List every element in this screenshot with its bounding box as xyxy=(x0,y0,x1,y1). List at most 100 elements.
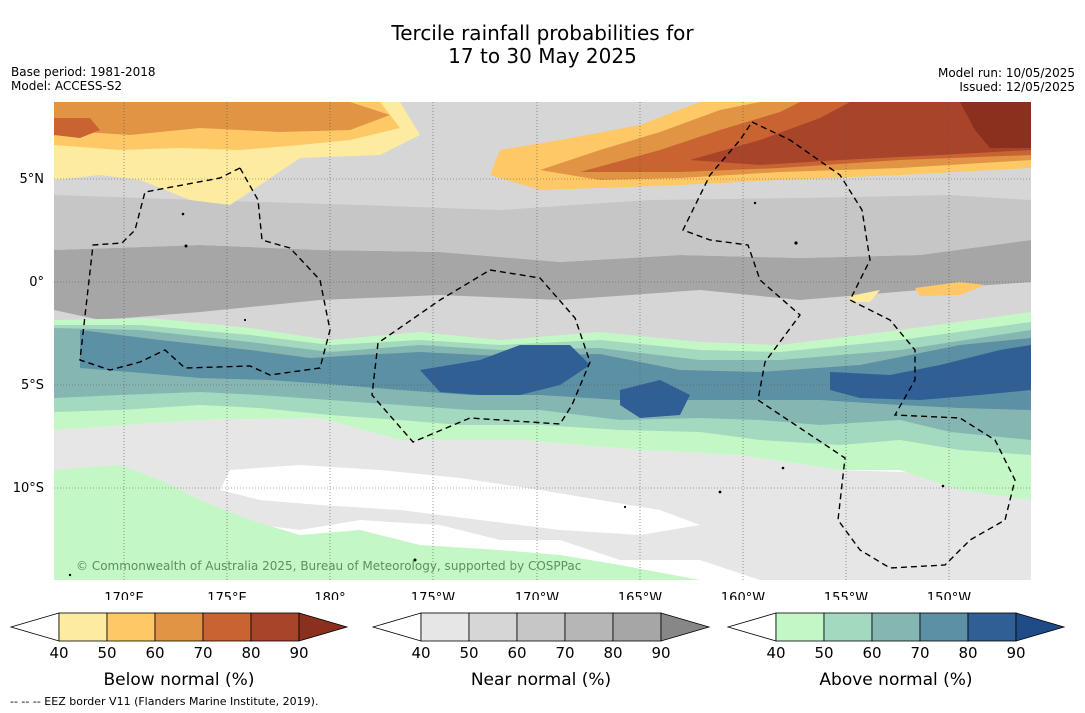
colorbar-extension-high xyxy=(298,612,349,642)
colorbar-tick-label: 80 xyxy=(603,644,622,662)
colorbar-segment xyxy=(468,612,518,642)
colorbar-segment xyxy=(250,612,300,642)
near-normal-region xyxy=(220,465,700,535)
colorbar-segment xyxy=(919,612,969,642)
colorbar-tick-label: 50 xyxy=(459,644,478,662)
colorbar-tick-label: 90 xyxy=(289,644,308,662)
map-layers: © Commonwealth of Australia 2025, Bureau… xyxy=(54,102,1031,580)
longitude-label: 155°W xyxy=(824,591,868,600)
below-normal-region xyxy=(690,102,1031,165)
colorbar-segment xyxy=(967,612,1017,642)
colorbar-tick-label: 60 xyxy=(145,644,164,662)
map-title: Tercile rainfall probabilities for 17 to… xyxy=(0,22,1085,68)
colorbar-tick-label: 70 xyxy=(910,644,929,662)
title-line-1: Tercile rainfall probabilities for xyxy=(391,21,694,45)
below-normal-region xyxy=(915,282,985,296)
colorbar-segment xyxy=(823,612,873,642)
eez-footnote: -- -- -- EEZ border V11 (Flanders Marine… xyxy=(10,695,319,708)
colorbar-tick-label: 50 xyxy=(814,644,833,662)
colorbar-title: Below normal (%) xyxy=(104,670,255,690)
longitude-label: 150°W xyxy=(927,591,971,600)
island-marker xyxy=(941,484,945,488)
longitude-label: 165°W xyxy=(618,591,662,600)
above-normal-region xyxy=(54,465,700,580)
model-label: Model: ACCESS-S2 xyxy=(11,79,123,93)
colorbar-tick-label: 80 xyxy=(958,644,977,662)
near-normal-region xyxy=(54,195,1031,262)
eez-border xyxy=(682,121,1016,569)
latitude-label: 10°S xyxy=(13,481,44,496)
base-period-label: Base period: 1981-2018 xyxy=(11,65,156,79)
eez-borders xyxy=(79,121,1016,569)
model-run-label: Model run: 10/05/2025 xyxy=(937,66,1075,80)
longitude-label: 160°W xyxy=(721,591,765,600)
island-marker xyxy=(623,505,627,509)
above-normal-region xyxy=(420,345,590,395)
longitude-label: 175°W xyxy=(411,591,455,600)
colorbar-segment xyxy=(871,612,921,642)
colorbar-tick-label: 40 xyxy=(411,644,430,662)
island-marker xyxy=(243,318,247,322)
island-marker xyxy=(781,466,785,470)
island-marker xyxy=(718,490,722,494)
issued-label: Issued: 12/05/2025 xyxy=(959,80,1075,94)
colorbar-extension-low xyxy=(726,612,777,642)
colorbar-tick-label: 60 xyxy=(507,644,526,662)
meta-left: Base period: 1981-2018 Model: ACCESS-S2 xyxy=(11,65,156,93)
below-normal-region xyxy=(960,102,1031,148)
colorbar-extension-high xyxy=(1015,612,1066,642)
colorbar-below-normal: 40 50 60 70 80 90 Below normal (%) xyxy=(9,612,349,690)
colorbar-segment xyxy=(106,612,156,642)
colorbar-tick-label: 80 xyxy=(241,644,260,662)
colorbar-title: Near normal (%) xyxy=(471,670,611,690)
colorbar-above-normal: 40 50 60 70 80 90 Above normal (%) xyxy=(726,612,1066,690)
latitude-label: 5°N xyxy=(20,172,45,187)
title-line-2: 17 to 30 May 2025 xyxy=(448,44,637,68)
longitude-label: 180° xyxy=(314,591,345,600)
longitude-label: 170°E xyxy=(104,591,144,600)
below-normal-region xyxy=(850,290,880,302)
island-marker xyxy=(184,244,188,248)
island-marker xyxy=(794,241,798,245)
island-marker xyxy=(68,573,72,577)
colorbar-tick-label: 40 xyxy=(49,644,68,662)
meta-right: Model run: 10/05/2025 Issued: 12/05/2025 xyxy=(938,66,1075,94)
colorbar-tick-label: 90 xyxy=(651,644,670,662)
island-marker xyxy=(753,201,757,205)
latitude-label: 0° xyxy=(29,275,44,290)
colorbar-tick-label: 70 xyxy=(193,644,212,662)
copyright-text: © Commonwealth of Australia 2025, Bureau… xyxy=(76,559,581,573)
colorbar-segment xyxy=(58,612,108,642)
colorbar-near-normal: 40 50 60 70 80 90 Near normal (%) xyxy=(371,612,711,690)
colorbar-segment xyxy=(202,612,252,642)
above-normal-region xyxy=(830,345,1031,400)
colorbar-tick-label: 90 xyxy=(1006,644,1025,662)
below-normal-region xyxy=(54,118,100,138)
colorbar-tick-label: 70 xyxy=(555,644,574,662)
island-marker xyxy=(413,558,417,562)
colorbar-segment xyxy=(564,612,614,642)
latitude-labels: 5°N 0° 5°S 10°S xyxy=(13,172,44,496)
longitude-labels: 170°E 175°E 180° 175°W 170°W 165°W 160°W… xyxy=(104,591,971,600)
colorbar-segment xyxy=(516,612,566,642)
colorbar-segment xyxy=(154,612,204,642)
colorbar-segment xyxy=(420,612,470,642)
colorbar-tick-label: 60 xyxy=(862,644,881,662)
island-marker xyxy=(181,212,185,216)
probability-map: © Commonwealth of Australia 2025, Bureau… xyxy=(13,102,1031,600)
latitude-label: 5°S xyxy=(21,378,44,393)
below-normal-region xyxy=(54,102,390,135)
colorbar-title: Above normal (%) xyxy=(819,670,972,690)
colorbar-extension-high xyxy=(660,612,711,642)
eez-border xyxy=(371,269,591,443)
colorbar-tick-label: 50 xyxy=(97,644,116,662)
colorbar-extension-low xyxy=(371,612,422,642)
longitude-label: 175°E xyxy=(207,591,247,600)
colorbar-extension-low xyxy=(9,612,60,642)
colorbar-segment xyxy=(612,612,662,642)
colorbar-tick-label: 40 xyxy=(766,644,785,662)
colorbar-segment xyxy=(775,612,825,642)
eez-border xyxy=(79,167,331,376)
above-normal-region xyxy=(620,380,690,418)
